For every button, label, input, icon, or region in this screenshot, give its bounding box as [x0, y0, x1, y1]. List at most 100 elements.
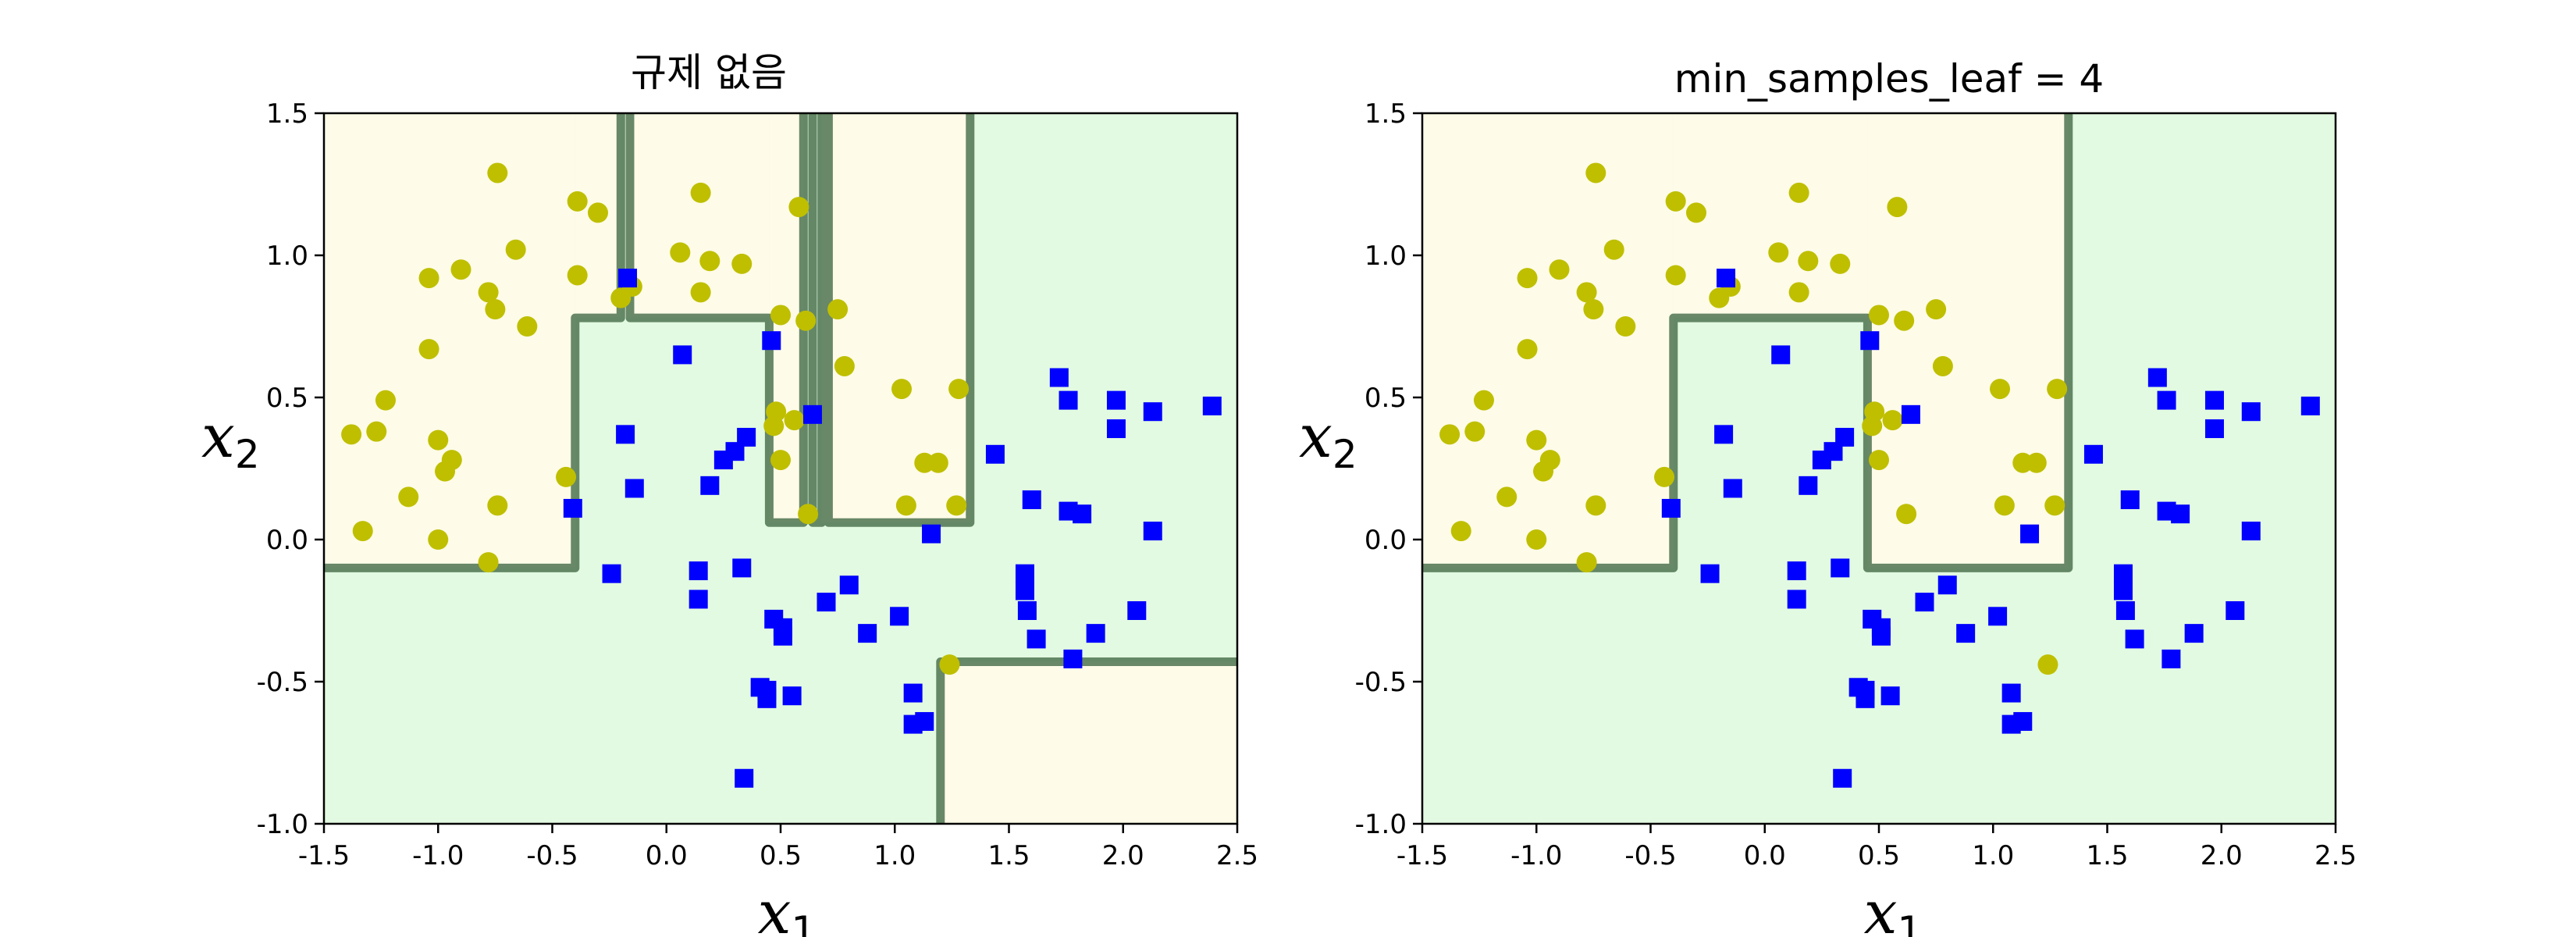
- point-class1: [2001, 683, 2021, 703]
- point-class0: [418, 268, 439, 289]
- point-class0: [1517, 339, 1538, 360]
- point-class0: [927, 452, 948, 473]
- point-class1: [903, 683, 923, 703]
- point-class0: [1686, 202, 1706, 223]
- point-class1: [2161, 649, 2181, 668]
- point-class1: [735, 768, 754, 788]
- y-tick-label: -1.0: [1355, 809, 1407, 840]
- point-class0: [478, 552, 499, 573]
- point-class1: [1202, 396, 1222, 415]
- x-tick-label: 2.5: [2314, 840, 2357, 871]
- point-class1: [1835, 427, 1855, 447]
- point-class0: [1932, 355, 1953, 376]
- region-class0: [821, 113, 970, 523]
- point-class0: [1665, 265, 1686, 286]
- point-class0: [770, 305, 791, 326]
- point-class1: [2147, 368, 2167, 387]
- point-class0: [1517, 268, 1538, 289]
- x-tick-label: -0.5: [526, 840, 578, 871]
- point-class0: [567, 191, 588, 212]
- chart-title: min_samples_leaf = 4: [1674, 56, 2105, 102]
- x-tick-label: 0.5: [760, 840, 802, 871]
- point-class1: [616, 425, 635, 444]
- point-class1: [1771, 345, 1791, 365]
- y-axis-label-main: x: [1299, 401, 1332, 471]
- point-class0: [731, 253, 753, 274]
- point-class0: [1496, 486, 1517, 508]
- y-tick-label: -1.0: [257, 809, 308, 840]
- point-class1: [1831, 558, 1850, 578]
- x-tick-label: 2.0: [1102, 840, 1144, 871]
- point-class1: [1015, 581, 1034, 600]
- point-class0: [1869, 305, 1889, 326]
- y-tick-label: -0.5: [1355, 667, 1407, 698]
- point-class1: [1787, 590, 1806, 609]
- point-class1: [1787, 561, 1806, 581]
- point-class1: [2241, 522, 2261, 541]
- point-class0: [1788, 182, 1809, 203]
- subplot-min-samples-leaf: -1.5 -1.0 -0.5 0.0 0.5 1.0 1.5 2.0 2.5-1.0-0.50.…: [1299, 56, 2357, 937]
- point-class1: [2125, 629, 2144, 649]
- point-class1: [1871, 626, 1891, 646]
- point-class0: [428, 529, 449, 550]
- point-class1: [2171, 504, 2190, 524]
- point-class0: [1473, 390, 1494, 411]
- point-class1: [1026, 629, 1046, 649]
- point-class1: [1717, 269, 1736, 288]
- point-class1: [2113, 564, 2133, 583]
- point-class1: [2184, 624, 2204, 643]
- point-class1: [2115, 601, 2135, 620]
- point-class1: [1860, 331, 1880, 351]
- y-axis-label-subscript: 2: [235, 432, 260, 477]
- point-class0: [788, 197, 809, 218]
- x-axis-label-main: x: [1864, 878, 1898, 937]
- point-class0: [1788, 282, 1809, 303]
- point-class1: [802, 404, 822, 424]
- point-class0: [690, 282, 711, 303]
- point-class0: [1450, 521, 1471, 542]
- x-axis-label: x1: [1864, 878, 1923, 937]
- y-tick-label: 0.5: [266, 383, 308, 414]
- point-class1: [700, 476, 720, 495]
- point-class0: [784, 410, 805, 431]
- point-class0: [1994, 495, 2015, 516]
- point-class0: [478, 282, 499, 303]
- plot-area: -1.5 -1.0 -0.5 0.0 0.5 1.0 1.5 2.0 2.5-1.0-0.50.…: [1355, 98, 2357, 871]
- point-class1: [1143, 522, 1162, 541]
- point-class1: [757, 680, 777, 700]
- point-class0: [699, 251, 720, 272]
- point-class1: [2113, 581, 2133, 600]
- point-class1: [2241, 402, 2261, 422]
- point-class0: [366, 421, 387, 442]
- x-tick-label: -1.0: [1510, 840, 1562, 871]
- point-class0: [946, 495, 967, 516]
- point-class0: [1539, 450, 1560, 471]
- point-class0: [1864, 401, 1885, 422]
- x-tick-label: 0.0: [646, 840, 688, 871]
- y-axis-label: x2: [1299, 401, 1357, 477]
- point-class1: [1661, 498, 1681, 518]
- point-class0: [517, 316, 538, 337]
- point-class0: [670, 242, 691, 263]
- point-class1: [922, 524, 941, 543]
- point-class1: [2157, 390, 2176, 410]
- point-class1: [2120, 490, 2140, 510]
- point-class0: [441, 450, 462, 471]
- point-class1: [1015, 564, 1034, 583]
- x-axis-label-subscript: 1: [1898, 908, 1923, 937]
- point-class0: [1990, 379, 2011, 400]
- point-class0: [895, 495, 916, 516]
- y-tick-label: 1.0: [266, 240, 308, 272]
- x-tick-label: 1.0: [1972, 840, 2014, 871]
- y-tick-label: 1.5: [1364, 98, 1407, 130]
- region-class0: [940, 661, 1237, 824]
- point-class0: [1585, 495, 1606, 516]
- point-class1: [1723, 479, 1742, 498]
- point-class0: [487, 495, 508, 516]
- y-axis-label-main: x: [201, 401, 235, 471]
- point-class1: [2083, 444, 2103, 464]
- decision-boundary: [1422, 113, 2073, 572]
- point-class0: [1583, 299, 1604, 320]
- point-class1: [2013, 711, 2033, 731]
- plot-area: -1.5 -1.0 -0.5 0.0 0.5 1.0 1.5 2.0 2.5-1.0-0.50.…: [257, 98, 1258, 871]
